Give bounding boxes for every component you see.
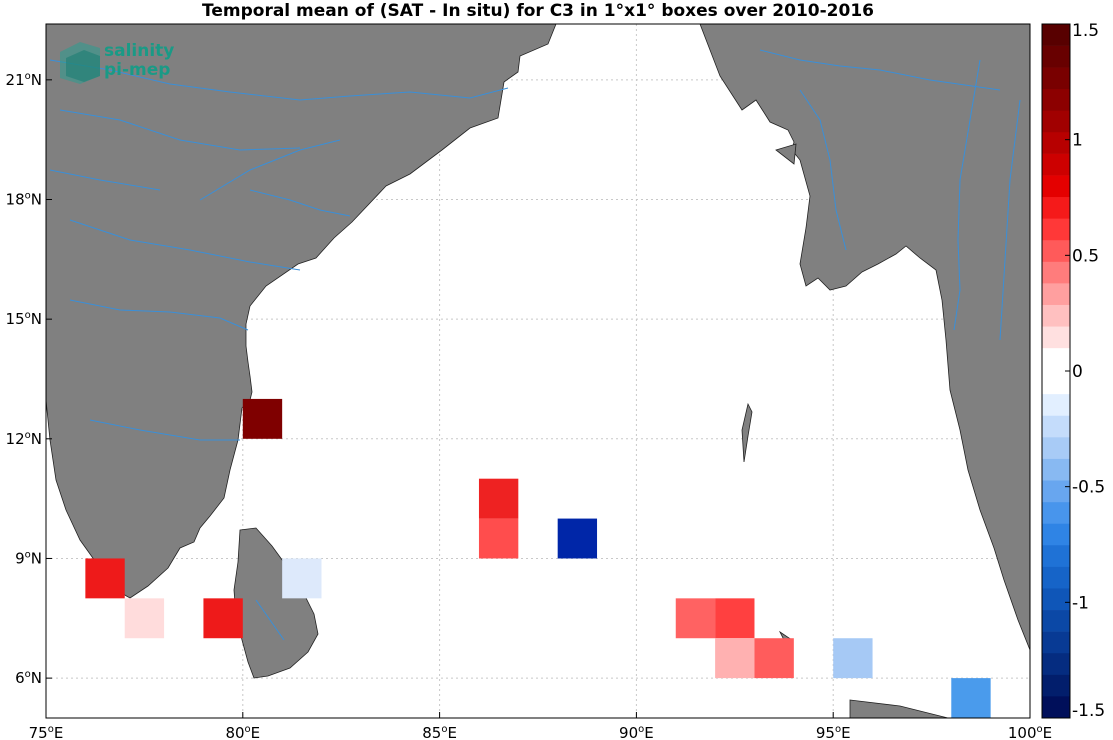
colorbar-segment bbox=[1042, 175, 1070, 198]
river-layer bbox=[49, 49, 1021, 641]
data-cell bbox=[675, 598, 716, 639]
colorbar-segment bbox=[1042, 502, 1070, 524]
colorbar-tick-label: 0.5 bbox=[1072, 246, 1099, 266]
y-axis-ticks: 6oN 9oN 12oN 15oN 18oN 21oN bbox=[6, 71, 52, 687]
river-son bbox=[199, 139, 341, 201]
colorbar-segment bbox=[1042, 523, 1070, 546]
land-delta-islands bbox=[775, 143, 797, 165]
colorbar-segment bbox=[1042, 696, 1070, 719]
colorbar-segment bbox=[1042, 283, 1070, 305]
colorbar-segment bbox=[1042, 304, 1070, 327]
river-mahanadi bbox=[249, 189, 351, 217]
colorbar-segment bbox=[1042, 110, 1070, 133]
colorbar-segment bbox=[1042, 566, 1070, 589]
colorbar-segment bbox=[1042, 631, 1070, 654]
colorbar-segment bbox=[1042, 218, 1070, 241]
land-andaman-islands bbox=[741, 402, 753, 463]
colorbar-segment bbox=[1042, 588, 1070, 611]
colorbar-segment bbox=[1042, 239, 1070, 262]
colorbar-segment bbox=[1042, 458, 1070, 481]
colorbar-segment bbox=[1042, 545, 1070, 568]
x-tick-label: 100oE bbox=[1008, 724, 1052, 740]
colorbar-segment bbox=[1042, 653, 1070, 676]
colorbar-segment bbox=[1042, 88, 1070, 111]
data-cell bbox=[242, 398, 283, 439]
data-cell bbox=[754, 638, 794, 679]
river-yamuna bbox=[59, 109, 301, 151]
colorbar-tick-label: -1.5 bbox=[1072, 701, 1105, 721]
salinity-difference-cells bbox=[85, 398, 991, 718]
y-tick-label: 12oN bbox=[6, 430, 42, 448]
river-salween bbox=[999, 99, 1021, 341]
river-kaveri bbox=[89, 419, 240, 441]
data-cell bbox=[833, 638, 873, 679]
data-cell bbox=[715, 598, 755, 639]
land-malay-peninsula bbox=[849, 699, 949, 718]
colorbar-tick-label: 1.5 bbox=[1072, 21, 1099, 41]
data-cell bbox=[951, 678, 991, 718]
x-tick-label: 75oE bbox=[29, 724, 64, 740]
colorbar-tick-label: 1 bbox=[1072, 131, 1083, 151]
river-brahmaputra bbox=[759, 49, 1001, 91]
y-tick-label: 18oN bbox=[6, 190, 42, 208]
data-cell bbox=[478, 518, 519, 559]
x-tick-label: 85oE bbox=[422, 724, 457, 740]
x-tick-label: 90oE bbox=[619, 724, 654, 740]
colorbar-tick-label: 0 bbox=[1072, 362, 1083, 382]
data-cell bbox=[715, 638, 755, 679]
colorbar-segment bbox=[1042, 437, 1070, 460]
land-bangladesh-myanmar bbox=[699, 24, 1030, 651]
logo-line1: salinity bbox=[104, 41, 174, 61]
colorbar-tick-label: -1 bbox=[1072, 593, 1089, 613]
colorbar-segment bbox=[1042, 24, 1070, 46]
y-tick-label: 6oN bbox=[15, 669, 42, 687]
y-tick-label: 21oN bbox=[6, 71, 42, 89]
colorbar-segment bbox=[1042, 67, 1070, 90]
river-narmada bbox=[49, 169, 161, 191]
x-tick-label: 95oE bbox=[816, 724, 851, 740]
river-meghna bbox=[799, 89, 847, 251]
data-cell bbox=[85, 558, 125, 599]
colorbar-tick-label: -0.5 bbox=[1072, 478, 1105, 498]
colorbar bbox=[1042, 24, 1070, 719]
colorbar-segment bbox=[1042, 394, 1070, 417]
colorbar-segment bbox=[1042, 45, 1070, 68]
colorbar-segment bbox=[1042, 326, 1070, 349]
colorbar-segment bbox=[1042, 415, 1070, 438]
data-cell bbox=[124, 598, 165, 639]
colorbar-segment bbox=[1042, 261, 1070, 284]
salinity-pi-mep-logo: salinity pi-mep bbox=[60, 41, 174, 84]
colorbar-segment bbox=[1042, 480, 1070, 503]
y-tick-label: 15oN bbox=[6, 310, 42, 328]
colorbar-segment bbox=[1042, 610, 1070, 632]
colorbar-segment bbox=[1042, 131, 1070, 154]
river-irrawaddy bbox=[953, 59, 981, 331]
data-cell bbox=[282, 558, 322, 599]
data-cell bbox=[203, 598, 243, 639]
river-krishna bbox=[69, 299, 249, 331]
colorbar-segment bbox=[1042, 153, 1070, 176]
colorbar-segment bbox=[1042, 674, 1070, 697]
data-cell bbox=[478, 478, 519, 519]
colorbar-segment bbox=[1042, 196, 1070, 219]
logo-icon bbox=[60, 42, 100, 84]
colorbar-ticks: 1.5 1 0.5 0 -0.5 -1 -1.5 bbox=[1065, 21, 1105, 721]
figure-title: Temporal mean of (SAT - In situ) for C3 … bbox=[202, 1, 874, 21]
logo-line2: pi-mep bbox=[104, 60, 170, 80]
x-axis-ticks: 75oE 80oE 85oE 90oE 95oE 100oE bbox=[29, 712, 1052, 740]
river-godavari bbox=[69, 219, 301, 271]
y-tick-label: 9oN bbox=[15, 549, 42, 567]
axes-frame bbox=[45, 23, 1031, 719]
data-cell bbox=[557, 518, 598, 559]
river-sri-lanka bbox=[255, 599, 285, 641]
river-ganges bbox=[49, 59, 509, 101]
x-tick-label: 80oE bbox=[225, 724, 260, 740]
